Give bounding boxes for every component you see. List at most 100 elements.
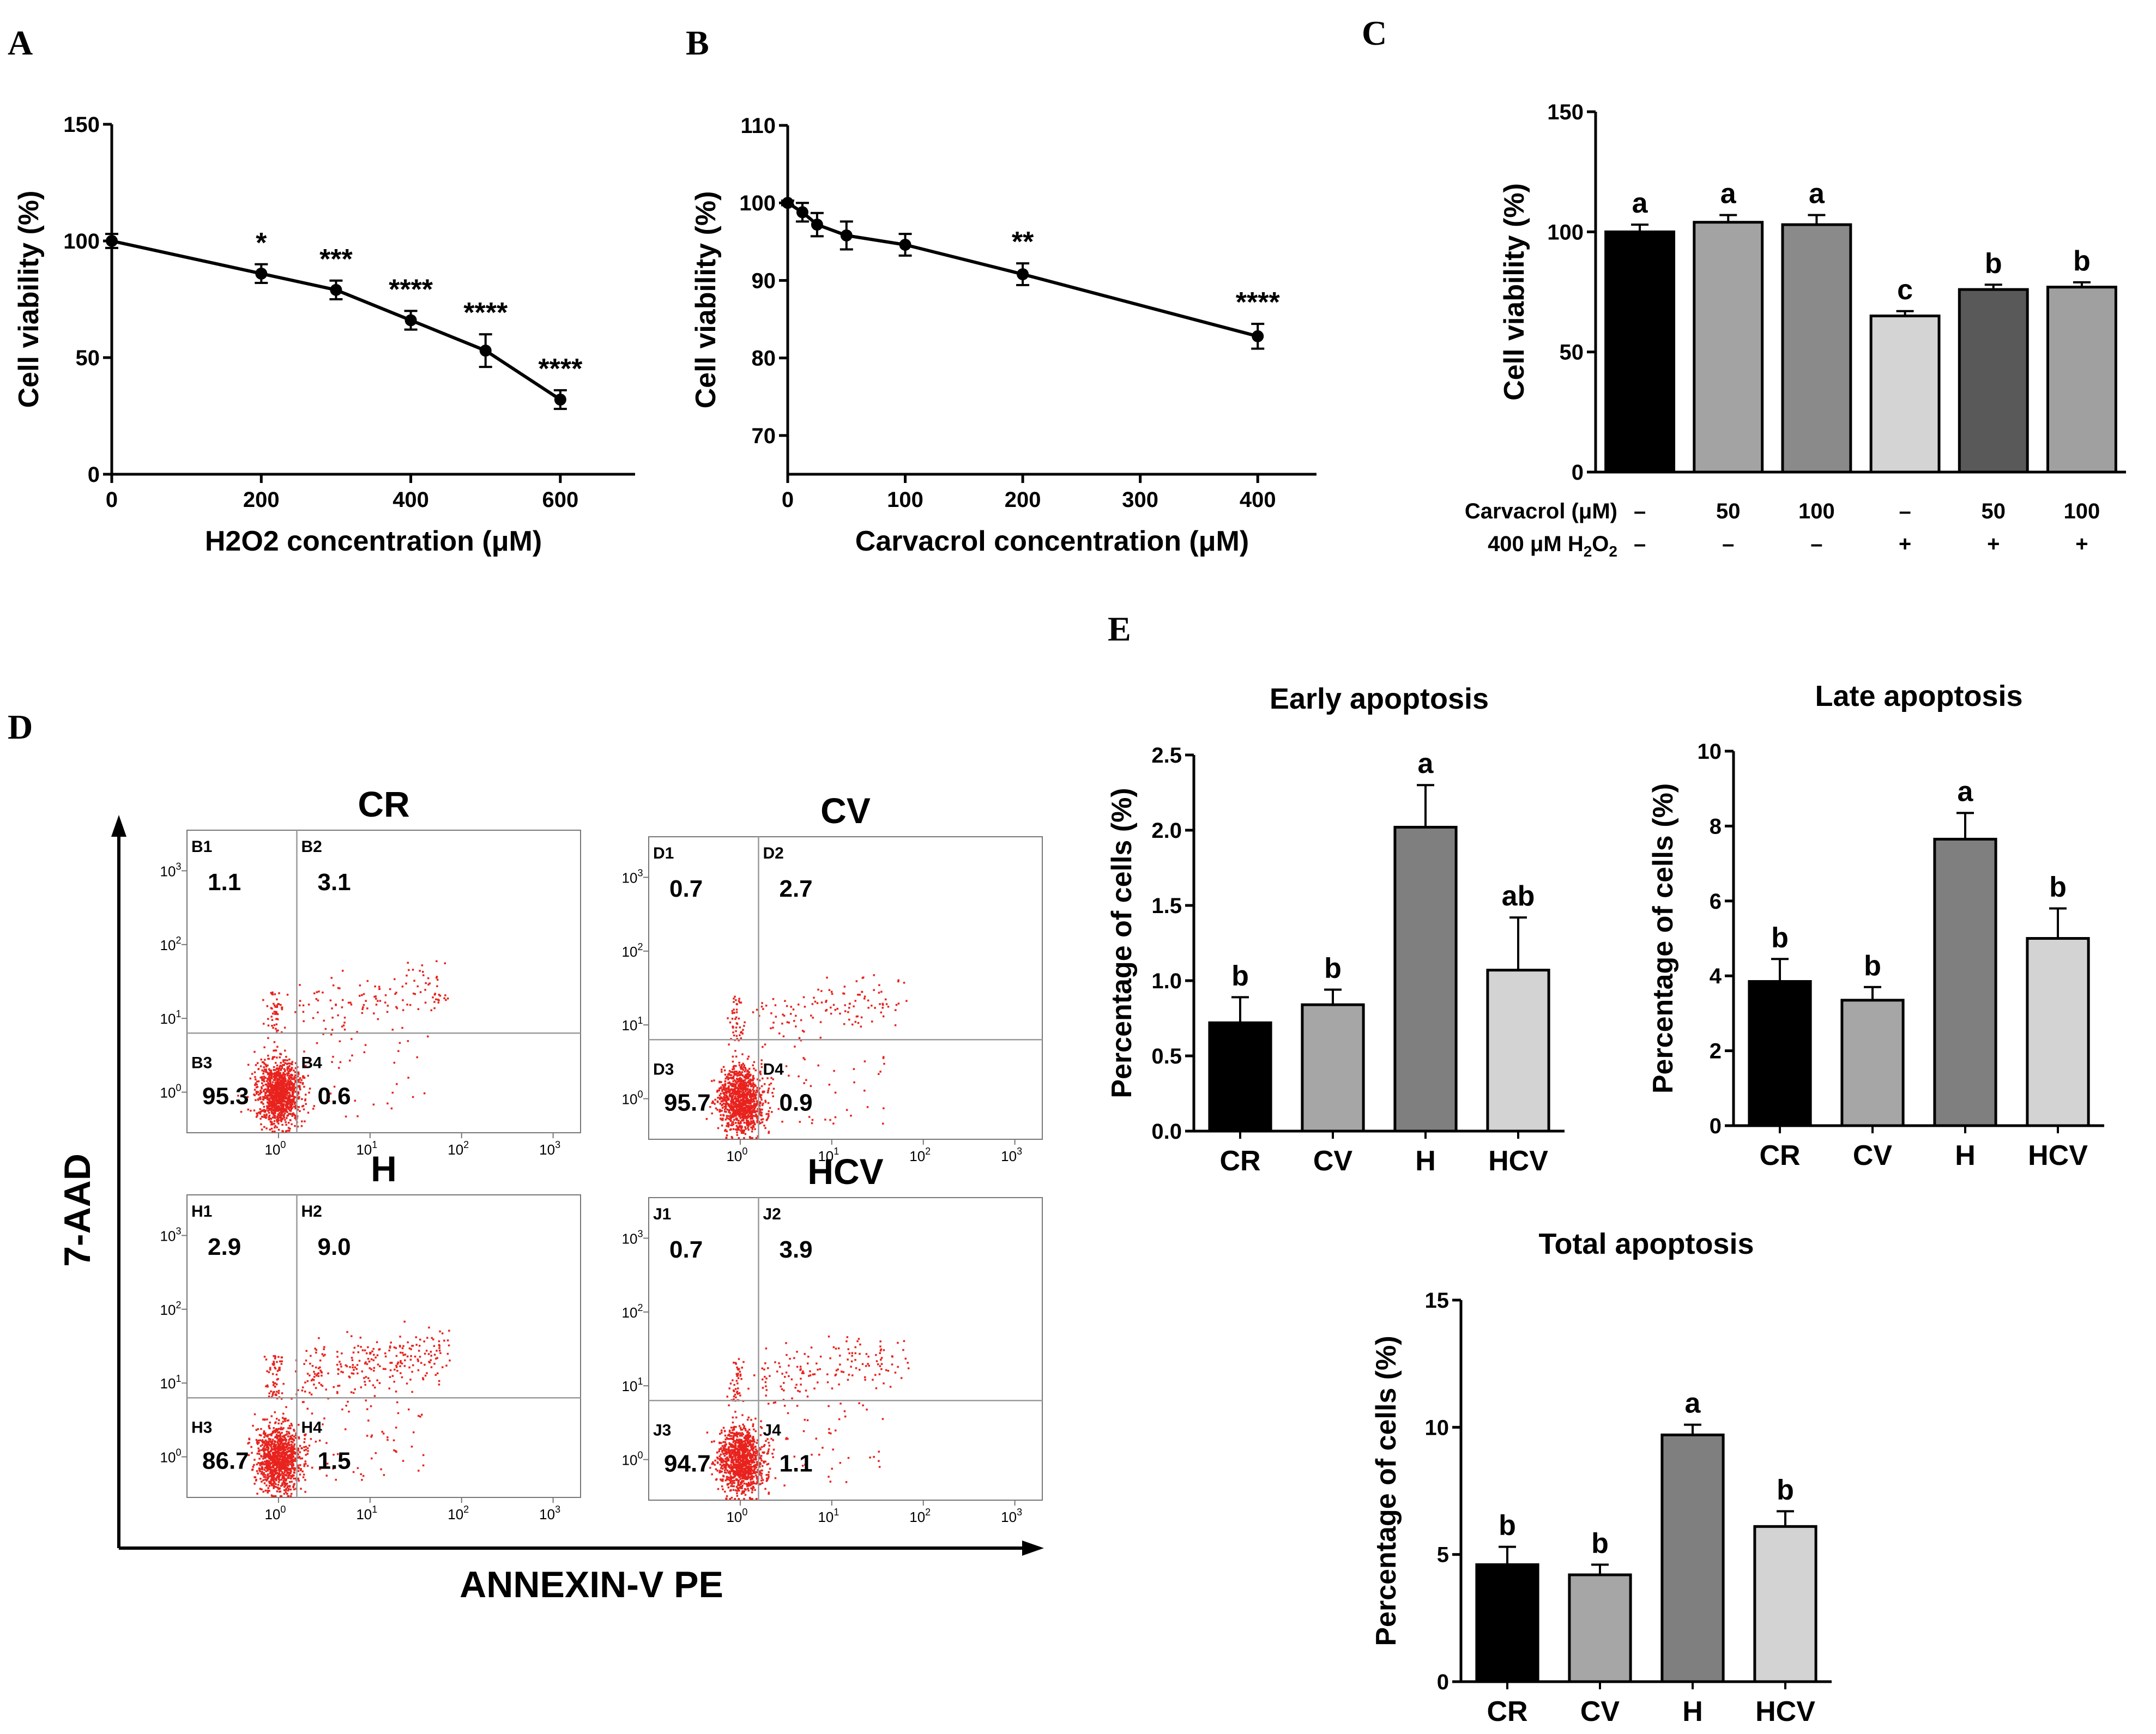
event-dot — [279, 1089, 281, 1091]
event-dot — [742, 1112, 744, 1115]
event-dot — [263, 1430, 265, 1433]
event-dot — [733, 1119, 735, 1121]
event-dot — [279, 1065, 282, 1067]
event-dot — [294, 1467, 297, 1470]
event-dot — [284, 1073, 287, 1076]
event-dot — [281, 1076, 283, 1078]
panel-label-b: B — [686, 23, 709, 62]
event-dot — [370, 1352, 372, 1354]
event-dot — [304, 1120, 306, 1122]
y-tick-label: 150 — [1547, 100, 1584, 124]
event-dot — [276, 1456, 279, 1459]
event-dot — [294, 1114, 296, 1117]
event-dot — [270, 1076, 273, 1078]
event-dot — [386, 1005, 389, 1007]
event-dot — [741, 1476, 744, 1478]
event-dot — [279, 1114, 282, 1116]
event-dot — [285, 1093, 287, 1096]
event-dot — [253, 1109, 256, 1111]
event-dot — [713, 1079, 715, 1082]
event-dot — [378, 986, 381, 988]
event-dot — [416, 1056, 418, 1059]
event-dot — [270, 1074, 273, 1076]
event-dot — [727, 1104, 730, 1107]
event-dot — [722, 1066, 725, 1068]
event-dot — [282, 1427, 285, 1429]
event-dot — [377, 1363, 379, 1366]
event-dot — [768, 1493, 770, 1495]
event-dot — [318, 1382, 321, 1384]
event-dot — [268, 1490, 270, 1492]
event-dot — [278, 1490, 281, 1493]
event-dot — [737, 1087, 740, 1090]
event-dot — [282, 1103, 284, 1105]
event-dot — [771, 1092, 774, 1094]
quadrant-value: 0.9 — [779, 1089, 812, 1116]
event-dot — [752, 1083, 754, 1085]
event-dot — [414, 993, 416, 995]
event-dot — [718, 1081, 721, 1084]
event-dot — [734, 1081, 737, 1083]
event-dot — [285, 1452, 287, 1455]
event-dot — [435, 976, 438, 979]
event-dot — [445, 999, 447, 1001]
category-label: CR — [1759, 1140, 1800, 1171]
event-dot — [332, 984, 335, 987]
event-dot — [279, 1090, 282, 1092]
event-dot — [267, 1096, 269, 1099]
event-dot — [714, 1103, 716, 1105]
event-dot — [252, 1424, 254, 1427]
event-dot — [346, 1331, 348, 1333]
event-dot — [376, 1379, 378, 1381]
event-dot — [744, 1437, 746, 1440]
event-dot — [760, 1475, 763, 1477]
event-dot — [736, 1038, 739, 1040]
event-dot — [726, 1123, 729, 1125]
event-dot — [732, 1114, 734, 1117]
event-dot — [751, 1128, 754, 1131]
y-tick-label: 100 — [1547, 220, 1584, 244]
event-dot — [269, 1077, 271, 1079]
event-dot — [277, 1488, 280, 1490]
event-dot — [281, 1008, 283, 1011]
event-dot — [739, 1087, 741, 1090]
event-dot — [255, 1429, 258, 1431]
event-dot — [737, 1441, 740, 1443]
event-dot — [265, 1470, 267, 1472]
event-dot — [726, 1134, 728, 1137]
quadrant-value: 0.6 — [317, 1083, 351, 1109]
event-dot — [240, 1110, 243, 1113]
event-dot — [269, 1120, 272, 1122]
event-dot — [278, 1067, 281, 1070]
x-tick-label: 300 — [1122, 488, 1158, 512]
y-axis-label: Cell viability (%) — [690, 191, 722, 409]
event-dot — [273, 1461, 276, 1463]
event-dot — [263, 1109, 265, 1111]
event-dot — [277, 1114, 280, 1116]
event-dot — [276, 1428, 279, 1430]
y-axis-label: Cell viability (%) — [1499, 183, 1530, 401]
event-dot — [740, 1127, 742, 1130]
event-dot — [393, 1449, 395, 1452]
event-dot — [269, 1084, 271, 1087]
event-dot — [271, 1448, 274, 1451]
event-dot — [848, 1018, 850, 1021]
event-dot — [316, 1042, 318, 1044]
event-dot — [297, 1091, 300, 1093]
event-dot — [830, 1012, 832, 1015]
data-point — [554, 394, 566, 406]
event-dot — [254, 1076, 256, 1078]
event-dot — [398, 1344, 401, 1347]
event-dot — [422, 1454, 425, 1457]
event-dot — [256, 1062, 259, 1064]
event-dot — [358, 1360, 361, 1362]
event-dot — [284, 1049, 286, 1052]
event-dot — [357, 1345, 359, 1347]
event-dot — [277, 1422, 280, 1425]
event-dot — [770, 1437, 772, 1440]
quadrant-id: D3 — [653, 1060, 674, 1078]
event-dot — [738, 1498, 740, 1500]
event-dot — [721, 1124, 723, 1127]
event-dot — [370, 1358, 373, 1361]
event-dot — [274, 1083, 276, 1086]
